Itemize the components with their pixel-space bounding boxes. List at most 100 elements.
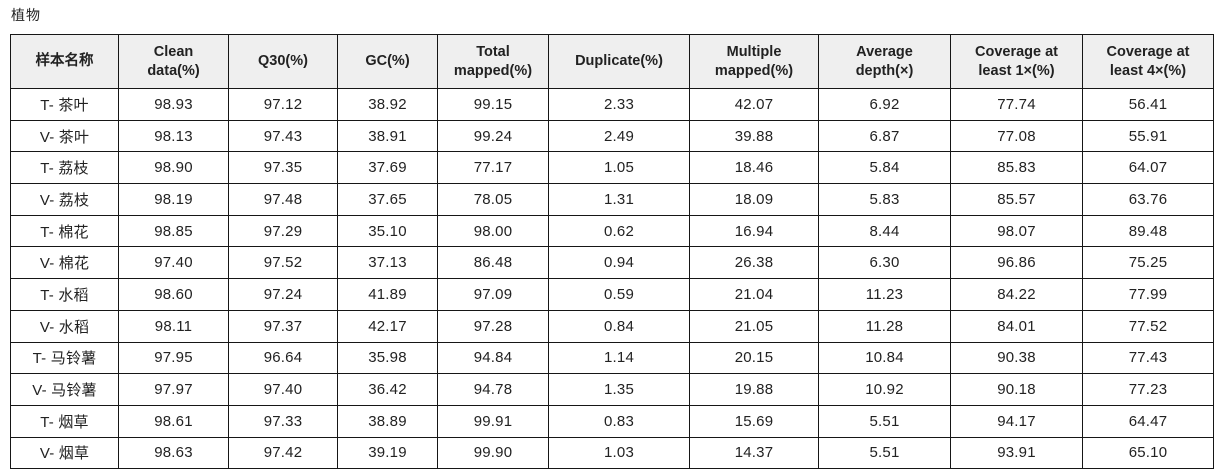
value-cell: 42.07	[689, 88, 819, 121]
value-cell: 84.01	[950, 309, 1083, 343]
value-cell: 1.35	[548, 373, 690, 406]
value-cell: 0.84	[548, 309, 690, 343]
value-cell: 97.40	[118, 246, 229, 280]
value-cell: 38.91	[337, 119, 438, 153]
value-cell: 97.40	[228, 373, 338, 406]
value-cell: 77.23	[1082, 373, 1214, 406]
value-cell: 5.83	[818, 183, 951, 216]
value-cell: 99.24	[437, 119, 549, 153]
table-row: T- 荔枝 98.90 97.35 37.69 77.17 1.05 18.46 5.84 85…	[10, 151, 1214, 185]
header-row: 样本名称 Clean data(%) Q30(%) GC(%) Total mapped…	[10, 34, 1214, 89]
value-cell: 90.18	[950, 373, 1083, 406]
column-header: Clean data(%)	[118, 34, 229, 89]
value-cell: 97.35	[228, 151, 338, 185]
value-cell: 64.07	[1082, 151, 1214, 185]
value-cell: 97.09	[437, 278, 549, 311]
value-cell: 18.46	[689, 151, 819, 185]
sample-name-cell: T- 茶叶	[10, 88, 119, 121]
table-row: T- 茶叶 98.93 97.12 38.92 99.15 2.33 42.07 6.92 77…	[10, 88, 1214, 121]
value-cell: 84.22	[950, 278, 1083, 311]
value-cell: 11.28	[818, 309, 951, 343]
value-cell: 78.05	[437, 183, 549, 216]
value-cell: 77.17	[437, 151, 549, 185]
value-cell: 1.31	[548, 183, 690, 216]
value-cell: 85.83	[950, 151, 1083, 185]
value-cell: 98.61	[118, 404, 229, 438]
value-cell: 98.60	[118, 278, 229, 311]
value-cell: 97.95	[118, 341, 229, 375]
value-cell: 5.51	[818, 404, 951, 438]
value-cell: 97.28	[437, 309, 549, 343]
value-cell: 8.44	[818, 214, 951, 248]
value-cell: 89.48	[1082, 214, 1214, 248]
value-cell: 0.83	[548, 404, 690, 438]
sample-name-cell: T- 棉花	[10, 214, 119, 248]
value-cell: 5.84	[818, 151, 951, 185]
value-cell: 85.57	[950, 183, 1083, 216]
table-row: T- 水稻 98.60 97.24 41.89 97.09 0.59 21.04 11.23 8…	[10, 278, 1214, 311]
column-header: Multiple mapped(%)	[689, 34, 819, 89]
value-cell: 56.41	[1082, 88, 1214, 121]
sample-name-cell: V- 马铃薯	[10, 373, 119, 406]
value-cell: 97.97	[118, 373, 229, 406]
value-cell: 77.52	[1082, 309, 1214, 343]
value-cell: 98.07	[950, 214, 1083, 248]
value-cell: 0.62	[548, 214, 690, 248]
value-cell: 94.78	[437, 373, 549, 406]
value-cell: 99.91	[437, 404, 549, 438]
value-cell: 96.86	[950, 246, 1083, 280]
column-header: Duplicate(%)	[548, 34, 690, 89]
value-cell: 6.92	[818, 88, 951, 121]
value-cell: 0.59	[548, 278, 690, 311]
value-cell: 39.19	[337, 436, 438, 470]
value-cell: 98.63	[118, 436, 229, 470]
value-cell: 0.94	[548, 246, 690, 280]
value-cell: 98.11	[118, 309, 229, 343]
value-cell: 16.94	[689, 214, 819, 248]
value-cell: 35.98	[337, 341, 438, 375]
value-cell: 21.04	[689, 278, 819, 311]
value-cell: 97.33	[228, 404, 338, 438]
value-cell: 97.29	[228, 214, 338, 248]
value-cell: 1.03	[548, 436, 690, 470]
table-row: T- 棉花 98.85 97.29 35.10 98.00 0.62 16.94 8.44 98…	[10, 214, 1214, 248]
value-cell: 77.99	[1082, 278, 1214, 311]
value-cell: 39.88	[689, 119, 819, 153]
value-cell: 42.17	[337, 309, 438, 343]
table-row: V- 烟草 98.63 97.42 39.19 99.90 1.03 14.37 5.51 93…	[10, 436, 1214, 470]
value-cell: 75.25	[1082, 246, 1214, 280]
value-cell: 10.92	[818, 373, 951, 406]
value-cell: 77.43	[1082, 341, 1214, 375]
sample-name-cell: T- 马铃薯	[10, 341, 119, 375]
value-cell: 99.90	[437, 436, 549, 470]
value-cell: 14.37	[689, 436, 819, 470]
value-cell: 97.37	[228, 309, 338, 343]
sample-name-cell: V- 棉花	[10, 246, 119, 280]
value-cell: 21.05	[689, 309, 819, 343]
value-cell: 1.14	[548, 341, 690, 375]
table-row: V- 棉花 97.40 97.52 37.13 86.48 0.94 26.38 6.30 96…	[10, 246, 1214, 280]
value-cell: 97.12	[228, 88, 338, 121]
column-header-sample-name: 样本名称	[10, 34, 119, 89]
value-cell: 97.42	[228, 436, 338, 470]
value-cell: 15.69	[689, 404, 819, 438]
value-cell: 97.52	[228, 246, 338, 280]
value-cell: 36.42	[337, 373, 438, 406]
value-cell: 20.15	[689, 341, 819, 375]
value-cell: 2.49	[548, 119, 690, 153]
value-cell: 11.23	[818, 278, 951, 311]
column-header: Coverage at least 1×(%)	[950, 34, 1083, 89]
value-cell: 38.92	[337, 88, 438, 121]
table-row: V- 马铃薯 97.97 97.40 36.42 94.78 1.35 19.88 10.92…	[10, 373, 1214, 406]
value-cell: 97.24	[228, 278, 338, 311]
value-cell: 37.65	[337, 183, 438, 216]
plant-qc-table: 样本名称 Clean data(%) Q30(%) GC(%) Total mapped…	[10, 34, 1214, 470]
value-cell: 41.89	[337, 278, 438, 311]
sample-name-cell: V- 水稻	[10, 309, 119, 343]
value-cell: 90.38	[950, 341, 1083, 375]
value-cell: 94.84	[437, 341, 549, 375]
value-cell: 6.30	[818, 246, 951, 280]
column-header: GC(%)	[337, 34, 438, 89]
value-cell: 77.74	[950, 88, 1083, 121]
sample-name-cell: V- 茶叶	[10, 119, 119, 153]
